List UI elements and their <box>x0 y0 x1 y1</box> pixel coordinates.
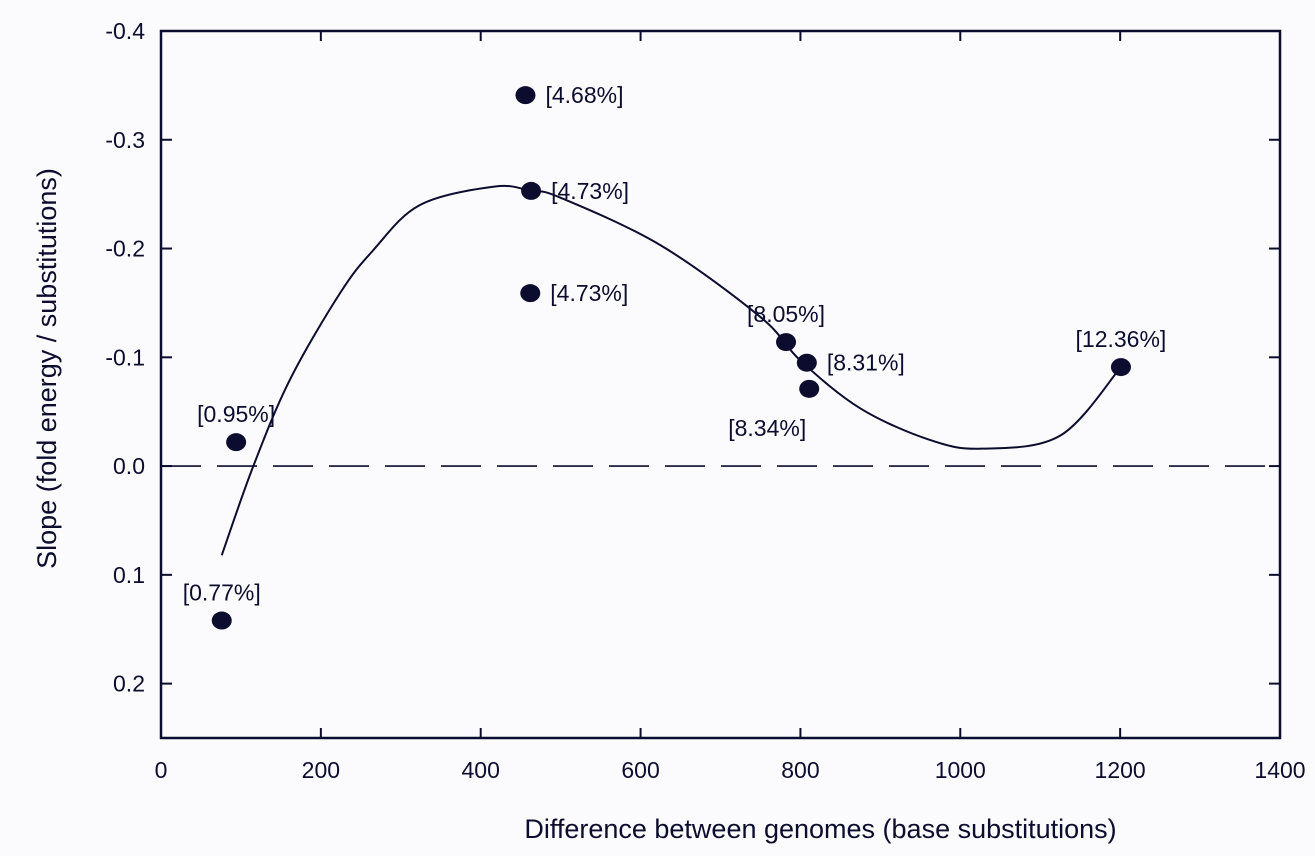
data-point-label: [8.05%] <box>747 301 825 327</box>
data-point <box>515 86 536 105</box>
data-point-label: [4.68%] <box>545 82 623 108</box>
point-labels-layer: [0.95%] [0.77%] [4.68%] [4.73%] [4.73%] [8.05… <box>183 82 1167 605</box>
fit-curve-layer <box>220 184 1122 556</box>
data-point <box>211 611 232 630</box>
data-point <box>226 433 247 452</box>
y-tick-label: 0.1 <box>113 562 145 588</box>
ticks-layer: 0 200 400 600 800 1000 1200 1400 -0.4 -0.3 -0.2 -0.… <box>105 18 1305 783</box>
data-point <box>776 333 797 352</box>
x-tick-label: 200 <box>302 757 340 783</box>
data-point-label: [0.95%] <box>197 401 275 427</box>
x-tick-label: 600 <box>621 757 659 783</box>
axes-frame <box>159 29 1282 740</box>
plot-frame <box>159 29 1282 740</box>
x-tick-label: 1200 <box>1095 757 1146 783</box>
y-tick-label: -0.4 <box>105 18 145 44</box>
data-point <box>796 353 817 372</box>
data-point <box>521 181 542 200</box>
x-axis-title: Difference between genomes (base substit… <box>524 814 1116 844</box>
x-tick-label: 400 <box>462 757 500 783</box>
y-tick-label: 0.0 <box>113 453 145 479</box>
x-tick-label: 1400 <box>1254 757 1305 783</box>
y-tick-label: 0.2 <box>113 671 145 697</box>
data-points-layer <box>211 86 1131 630</box>
data-point-label: [0.77%] <box>183 580 261 606</box>
x-tick-label: 1000 <box>935 757 986 783</box>
y-tick-label: -0.2 <box>105 236 145 262</box>
y-tick-label: -0.3 <box>105 127 145 153</box>
data-point-label: [8.34%] <box>728 415 806 441</box>
y-tick-label: -0.1 <box>105 344 145 370</box>
data-point-label: [4.73%] <box>551 178 629 204</box>
fit-curve-line <box>220 184 1122 556</box>
x-tick-label: 0 <box>155 757 168 783</box>
data-point-label: [12.36%] <box>1076 326 1167 352</box>
data-point <box>799 379 820 398</box>
data-point <box>1110 358 1131 377</box>
x-tick-label: 800 <box>781 757 819 783</box>
data-point-label: [8.31%] <box>827 350 905 376</box>
data-point-label: [4.73%] <box>550 280 628 306</box>
data-point <box>520 284 541 303</box>
y-axis-title: Slope (fold energy / substitutions) <box>32 168 62 569</box>
